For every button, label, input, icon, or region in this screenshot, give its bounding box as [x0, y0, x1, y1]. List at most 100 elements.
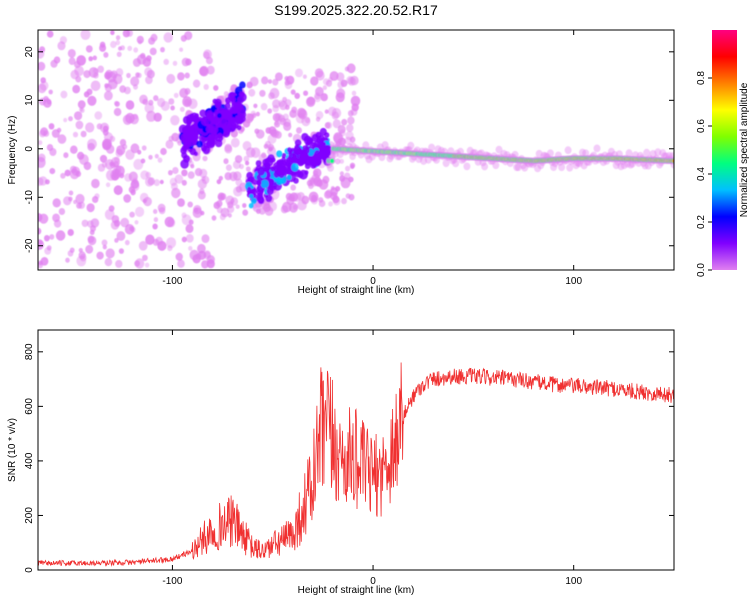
snr-ytick-label: 0	[24, 567, 35, 573]
spectrogram-cell	[304, 117, 311, 124]
spectrogram-cell	[213, 85, 219, 91]
spectrogram-cell	[63, 117, 68, 123]
spectrogram-cell	[255, 160, 262, 167]
spectrogram-cell	[452, 159, 460, 168]
spectrogram-cell	[67, 229, 74, 236]
spectrogram-cell	[185, 224, 194, 234]
spectrogram-cell	[272, 104, 280, 113]
spectrogram-cell	[165, 139, 174, 149]
spectrogram-cell	[324, 144, 332, 153]
spectrogram-cell	[200, 210, 205, 216]
snr-frame	[37, 329, 675, 571]
spectrogram-ytick-label: -10	[24, 190, 35, 205]
spectrogram-cell	[181, 179, 187, 186]
spectrogram-cell	[252, 202, 262, 213]
spectrogram-cell	[346, 124, 354, 132]
spectrogram-cell	[295, 68, 303, 78]
spectrogram-cell	[347, 116, 355, 125]
spectrogram-cell	[216, 179, 222, 185]
spectrogram-cell	[83, 70, 91, 79]
snr-y-ticks: 0 200 400 600 800	[24, 343, 674, 573]
spectrogram-cell	[347, 110, 354, 117]
spectrogram-cell	[205, 124, 214, 134]
spectrogram-cell	[153, 179, 160, 187]
spectrogram-cell	[187, 171, 195, 179]
spectrogram-cell	[280, 205, 289, 214]
spectrogram-cell	[40, 77, 46, 84]
spectrogram-cell	[261, 76, 269, 85]
spectrogram-cell	[104, 258, 113, 267]
spectrogram-frame	[37, 29, 675, 271]
spectrogram-cell	[63, 152, 69, 159]
spectrogram-cell	[312, 168, 322, 178]
spectrogram-cell	[145, 171, 151, 178]
spectrogram-cell	[350, 95, 361, 107]
spectrogram-cell	[216, 200, 223, 208]
spectrogram-cell	[186, 118, 193, 125]
spectrogram-cell	[296, 192, 305, 201]
spectrogram-cell	[49, 234, 55, 240]
spectrogram-cell	[249, 193, 254, 199]
spectrogram-cell	[180, 159, 189, 169]
spectrogram-cell	[336, 72, 345, 82]
spectrogram-cell	[85, 244, 94, 254]
spectrogram-cell	[177, 198, 185, 207]
spectrogram-cell	[293, 177, 299, 184]
spectrogram-ytick-label: 10	[24, 94, 35, 106]
spectrogram-cell	[291, 163, 299, 172]
spectrogram-cell	[643, 148, 651, 157]
spectrogram-cell	[38, 140, 43, 146]
spectrogram-cell	[200, 136, 206, 142]
spectrogram-cell	[142, 254, 148, 262]
spectrogram-cell	[136, 35, 144, 44]
spectrogram-cell	[211, 215, 217, 221]
spectrogram-cell	[289, 109, 297, 119]
spectrogram-cell	[142, 98, 149, 105]
spectrogram-cell	[68, 116, 73, 122]
spectrogram-cell	[224, 102, 231, 110]
spectrogram-cell	[310, 76, 319, 86]
colorbar-tick-label: 0.8	[696, 71, 707, 85]
spectrogram-cell	[340, 79, 348, 88]
spectrogram-cell	[159, 179, 164, 185]
spectrogram-cell	[327, 164, 334, 172]
spectrogram-cell	[329, 71, 339, 81]
spectrogram-cell	[67, 49, 76, 58]
spectrogram-cell	[250, 147, 261, 158]
spectrogram-cell	[48, 123, 55, 130]
spectrogram-cell	[348, 193, 355, 201]
spectrogram-cell	[313, 94, 322, 103]
spectrogram-cell	[188, 219, 194, 225]
spectrogram-cell	[177, 140, 183, 146]
spectrogram-cell	[325, 79, 333, 87]
spectrogram-cell	[251, 197, 257, 205]
spectrogram-cell	[193, 124, 198, 130]
spectrogram-cell	[167, 245, 173, 252]
spectrogram-cell	[79, 253, 87, 262]
spectrogram-cell	[295, 113, 306, 124]
spectrogram-cell	[145, 234, 155, 245]
spectrogram-cell	[108, 205, 115, 212]
snr-panel: -100 0 100 0 200 400 600 800 Height of straigh…	[7, 329, 675, 596]
spectrogram-cell	[239, 81, 246, 89]
spectrogram-cell	[38, 157, 46, 168]
spectrogram-cell	[495, 145, 503, 154]
spectrogram-cell	[283, 118, 291, 127]
spectrogram-cell	[110, 70, 118, 79]
spectrogram-cell	[43, 98, 52, 108]
snr-xtick-label: 100	[565, 576, 582, 587]
spectrogram-cell	[77, 100, 86, 109]
spectrogram-cell	[311, 133, 319, 142]
spectrogram-cell	[339, 171, 344, 176]
spectrogram-cell	[130, 189, 136, 196]
spectrogram-cell	[99, 154, 108, 163]
spectrogram-cell	[336, 88, 346, 99]
spectrogram-cell	[593, 144, 601, 153]
spectrogram-cell	[115, 148, 123, 158]
spectrogram-cell	[87, 236, 97, 246]
colorbar: 0.0 0.2 0.4 0.6 0.8 Normalized spectral ampl…	[696, 30, 750, 277]
spectrogram-cell	[287, 147, 292, 153]
spectrogram-cell	[184, 131, 192, 140]
spectrogram-cell	[115, 35, 121, 41]
spectrogram-cell	[247, 186, 252, 192]
